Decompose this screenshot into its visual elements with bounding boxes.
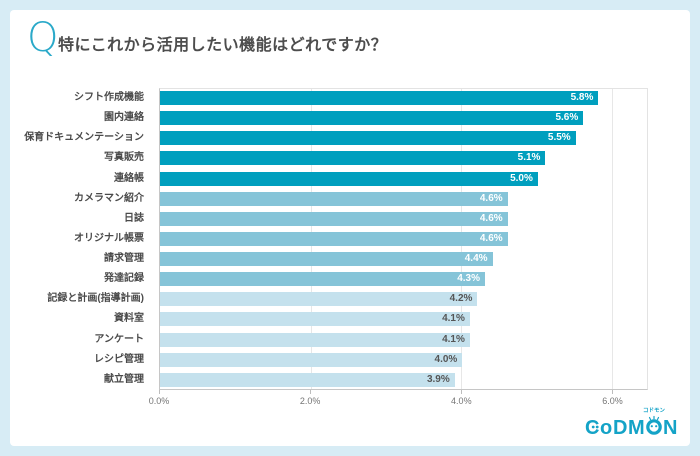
table-row: 献立管理 3.9% [10, 370, 648, 390]
bar-track: 4.4% [159, 249, 648, 269]
svg-text:M: M [628, 417, 645, 439]
bar: 4.6% [160, 211, 508, 226]
bar-value-label: 5.6% [555, 112, 579, 124]
svg-text:o: o [600, 417, 612, 439]
bar: 4.1% [160, 332, 470, 347]
svg-text:N: N [663, 417, 677, 439]
codmon-logo: コドモンCoDMN [585, 407, 677, 439]
bar-value-label: 4.6% [479, 192, 503, 204]
bar-rows: シフト作成機能 5.8% 園内連絡 5.6% 保育ドキュメンテーション 5.5% 写真販売 5… [10, 88, 648, 390]
category-label: 日誌 [124, 212, 144, 224]
category-label: 資料室 [114, 313, 144, 325]
bar: 4.0% [160, 352, 463, 367]
table-row: 記録と計画(指導計画) 4.2% [10, 289, 648, 309]
bar-value-label: 4.3% [457, 273, 480, 285]
category-label: 写真販売 [104, 152, 144, 164]
bar-track: 5.6% [159, 108, 648, 128]
category-label: 連絡帳 [114, 172, 144, 184]
bar-track: 4.1% [159, 309, 648, 329]
category-label: 請求管理 [104, 253, 144, 265]
x-tick-mark [310, 390, 312, 394]
category-label: 発達記録 [104, 273, 144, 285]
bar-value-label: 5.8% [570, 92, 594, 103]
bar: 5.6% [160, 111, 584, 126]
bar-track: 3.9% [159, 370, 648, 390]
table-row: オリジナル帳票 4.6% [10, 229, 648, 249]
bar: 5.1% [160, 151, 546, 166]
table-row: 連絡帳 5.0% [10, 169, 648, 189]
x-tick-label: 2.0% [299, 396, 321, 406]
table-row: アンケート 4.1% [10, 330, 648, 350]
bar-track: 5.0% [159, 169, 648, 189]
x-tick-mark [159, 390, 160, 394]
category-label: シフト作成機能 [74, 92, 144, 103]
bar-value-label: 4.6% [479, 232, 503, 244]
bar: 5.0% [160, 171, 538, 186]
bar: 4.2% [160, 292, 478, 307]
table-row: 園内連絡 5.6% [10, 108, 648, 128]
table-row: シフト作成機能 5.8% [10, 88, 648, 108]
bar-value-label: 4.1% [442, 333, 465, 345]
bar: 4.6% [160, 191, 508, 206]
chart-card: Q 特にこれから活用したい機能はどれですか？ シフト作成機能 5.8% 園内連絡 5.… [10, 10, 690, 446]
bar-value-label: 5.5% [547, 132, 571, 144]
x-tick-label: 0.0% [148, 396, 170, 406]
gridline [611, 89, 613, 389]
category-label: オリジナル帳票 [74, 232, 144, 244]
category-label: 記録と計画(指導計画) [47, 293, 144, 305]
bar-value-label: 4.4% [464, 253, 488, 265]
category-label: レシピ管理 [94, 353, 144, 365]
svg-text:コドモン: コドモン [643, 407, 666, 414]
bar-value-label: 4.2% [449, 293, 473, 305]
question-icon: Q [27, 15, 59, 61]
bar: 3.9% [160, 372, 455, 387]
bar-track: 4.0% [159, 350, 648, 370]
table-row: レシピ管理 4.0% [10, 350, 648, 370]
bar: 4.3% [160, 272, 485, 287]
bar-track: 4.1% [159, 330, 648, 350]
bar: 5.8% [160, 91, 599, 105]
bar-track: 4.2% [159, 289, 648, 309]
category-label: 園内連絡 [104, 112, 144, 124]
bar-value-label: 4.0% [434, 353, 458, 365]
x-tick-mark [612, 390, 614, 394]
bar-track: 4.6% [159, 209, 648, 229]
bar: 4.4% [160, 252, 493, 267]
x-tick-label: 6.0% [602, 396, 623, 406]
bar-value-label: 5.0% [510, 172, 533, 184]
table-row: 日誌 4.6% [10, 209, 648, 229]
table-row: 写真販売 5.1% [10, 148, 648, 168]
x-tick-label: 4.0% [451, 396, 472, 406]
bar-track: 4.3% [159, 269, 648, 289]
chart-title: 特にこれから活用したい機能はどれですか？ [58, 37, 388, 54]
bar-track: 5.1% [159, 148, 648, 168]
table-row: 発達記録 4.3% [10, 269, 648, 289]
bar: 4.6% [160, 231, 508, 246]
bar-value-label: 5.1% [517, 152, 541, 164]
table-row: 資料室 4.1% [10, 309, 648, 329]
bar-value-label: 4.1% [442, 313, 465, 325]
bar: 5.5% [160, 131, 576, 146]
table-row: カメラマン紹介 4.6% [10, 189, 648, 209]
category-label: アンケート [94, 333, 144, 345]
bar-track: 5.5% [159, 128, 648, 148]
bar-value-label: 3.9% [426, 373, 450, 385]
bar-track: 4.6% [159, 189, 648, 209]
table-row: 保育ドキュメンテーション 5.5% [10, 128, 648, 148]
svg-text:D: D [613, 417, 627, 439]
bar: 4.1% [160, 312, 470, 327]
bar-track: 5.8% [159, 88, 648, 108]
category-label: 保育ドキュメンテーション [24, 132, 144, 144]
category-label: 献立管理 [104, 373, 144, 385]
bar-value-label: 4.6% [479, 212, 503, 224]
category-label: カメラマン紹介 [74, 192, 144, 204]
bar-track: 4.6% [159, 229, 648, 249]
table-row: 請求管理 4.4% [10, 249, 648, 269]
x-tick-mark [461, 390, 463, 394]
